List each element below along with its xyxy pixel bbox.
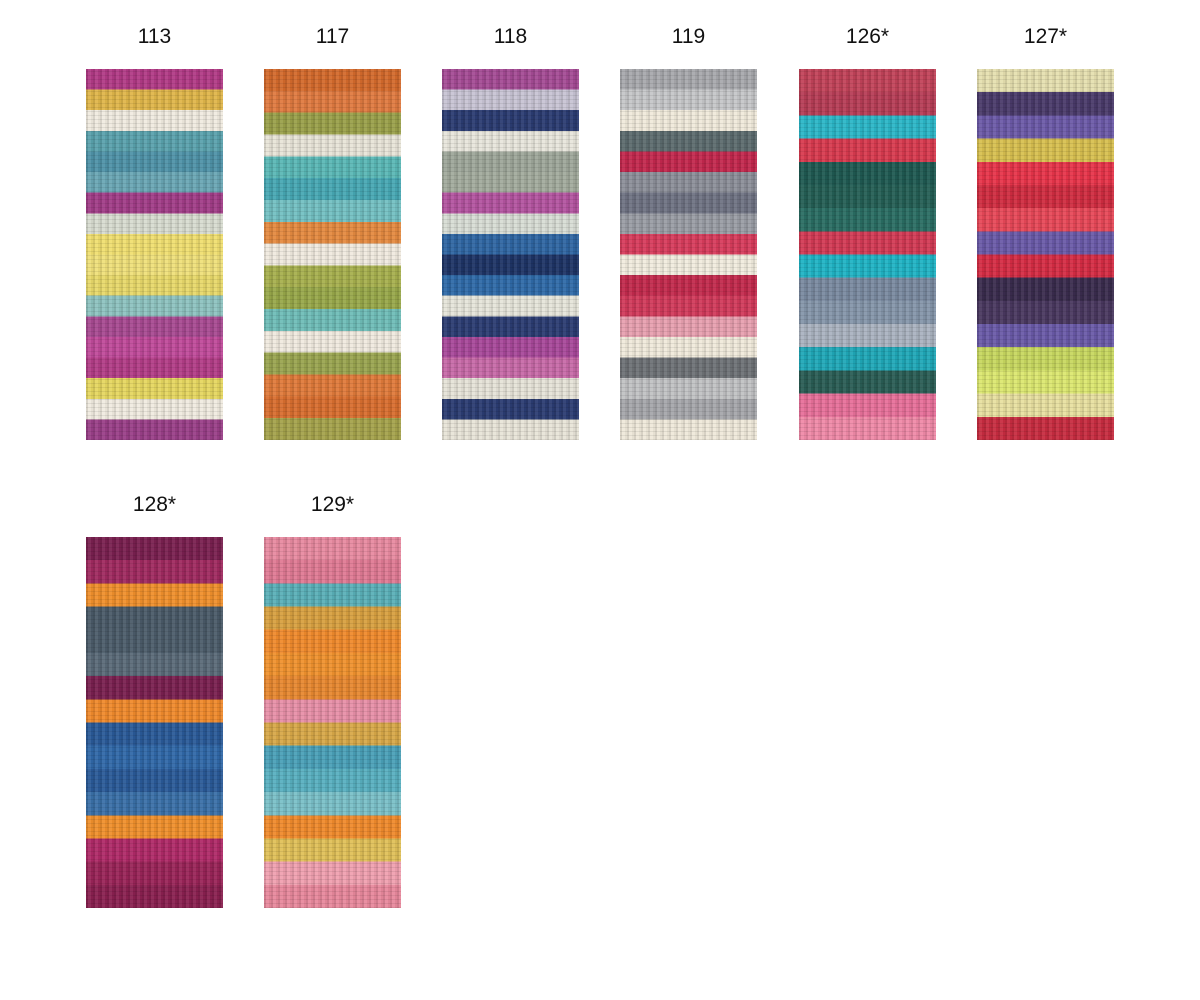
yarn-swatch-image[interactable] [86,537,223,908]
yarn-swatch-image[interactable] [620,69,757,440]
swatch-label: 118 [493,25,528,48]
swatch-card[interactable]: 113 [86,25,223,440]
swatch-label: 128* [132,493,177,516]
swatch-label: 127* [1023,25,1068,48]
swatch-label: 113 [137,25,172,48]
yarn-swatch-image[interactable] [799,69,936,440]
swatch-label: 126* [845,25,890,48]
yarn-swatch-image[interactable] [442,69,579,440]
yarn-swatch-image[interactable] [264,537,401,908]
swatch-card[interactable]: 117 [264,25,401,440]
yarn-swatch-image[interactable] [86,69,223,440]
swatch-card[interactable]: 119 [620,25,757,440]
swatch-card[interactable]: 126* [799,25,936,440]
swatch-label: 129* [310,493,355,516]
yarn-swatch-image[interactable] [264,69,401,440]
yarn-swatch-image[interactable] [977,69,1114,440]
swatch-label: 119 [671,25,706,48]
swatch-card[interactable]: 129* [264,493,401,908]
swatch-card[interactable]: 127* [977,25,1114,440]
swatch-label: 117 [315,25,350,48]
swatch-card[interactable]: 118 [442,25,579,440]
swatch-card[interactable]: 128* [86,493,223,908]
